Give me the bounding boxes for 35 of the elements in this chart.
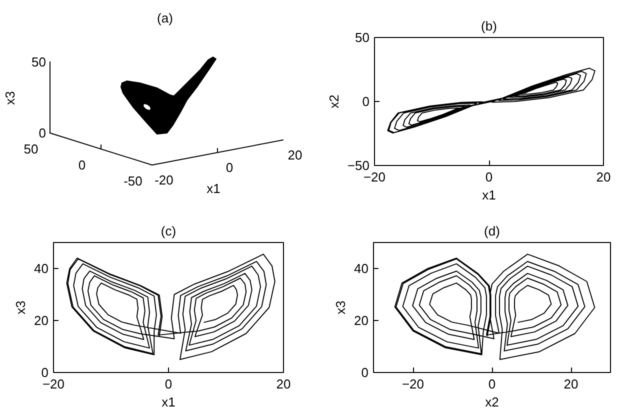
y-tick-label: 40 <box>354 261 369 276</box>
chart-title: (c) <box>160 224 176 238</box>
x-tick-label: 20 <box>276 376 291 392</box>
y-axis-title: x2 <box>326 94 342 108</box>
x-axis-title: x1 <box>482 188 496 202</box>
x-tick-label: 0 <box>485 170 493 184</box>
text: 50 <box>24 142 38 156</box>
y-tick-label: 20 <box>34 313 49 328</box>
line-series <box>387 68 596 134</box>
chart-title: (d) <box>484 224 500 238</box>
y-tick-label: 40 <box>34 261 49 276</box>
x-tick-label: 0 <box>164 376 172 392</box>
text: 0 <box>226 160 234 175</box>
x-tick-label: 0 <box>488 376 496 392</box>
chart-title: (b) <box>481 18 497 34</box>
text: (a) <box>157 10 173 26</box>
text: -50 <box>124 174 142 188</box>
line-series <box>66 254 276 360</box>
y-tick-label: 0 <box>362 94 370 109</box>
x-tick-label: 20 <box>596 170 611 184</box>
text: x3 <box>2 91 18 105</box>
y-tick-label: 20 <box>354 313 369 328</box>
y-tick-label: 50 <box>355 30 370 45</box>
y-tick-label: 0 <box>361 365 369 380</box>
text: -20 <box>154 172 174 188</box>
x-axis-title: x1 <box>162 394 176 410</box>
y-axis-title: x3 <box>13 300 28 314</box>
text: x1 <box>206 181 220 196</box>
text: 0 <box>78 158 86 172</box>
line-series <box>394 254 596 360</box>
y-axis-title: x3 <box>333 300 348 314</box>
text: 20 <box>288 148 302 162</box>
x-tick-label: 20 <box>564 376 578 392</box>
x-axis-title: x2 <box>485 394 499 410</box>
x-tick-label: −20 <box>402 376 424 392</box>
